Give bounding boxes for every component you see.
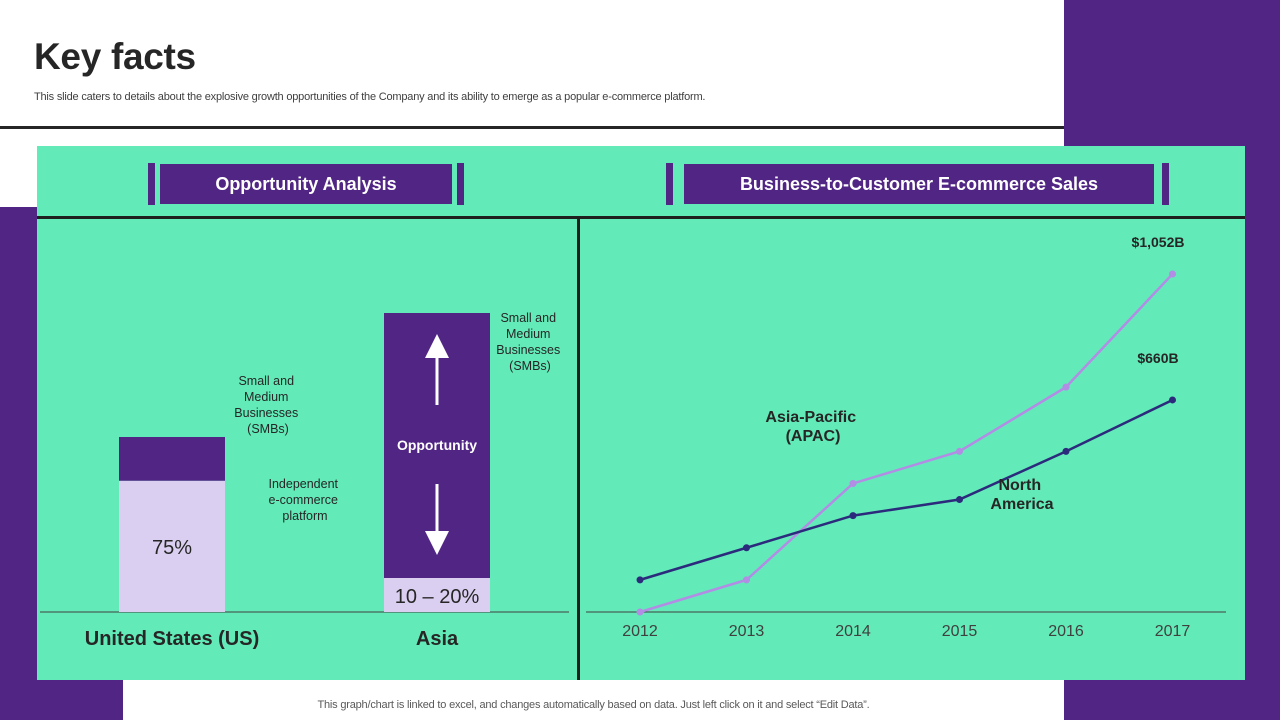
footer-note: This graph/chart is linked to excel, and… <box>317 699 870 711</box>
north-america-point-2017 <box>1169 396 1176 404</box>
x-tick-label-2012: 2012 <box>622 623 658 640</box>
apac-point-2016 <box>1062 383 1070 391</box>
north-america-point-2016 <box>1062 447 1070 455</box>
us-value-label: 75% <box>152 537 192 559</box>
north-america-point-2012 <box>636 576 644 584</box>
us-independent-note: Independent e-commerce platform <box>269 477 342 523</box>
north-america-series-label: North America <box>990 477 1053 513</box>
header-divider <box>37 216 1245 219</box>
apac-point-2015 <box>956 447 963 455</box>
us-smb-bar <box>119 437 225 481</box>
x-tick-label-2014: 2014 <box>835 623 871 640</box>
right-header-bar-right <box>1162 163 1169 205</box>
apac-point-2012 <box>636 608 644 616</box>
page-title: Key facts <box>34 36 196 77</box>
apac-point-2014 <box>849 479 857 487</box>
b2c-sales-header: Business-to-Customer E-commerce Sales <box>684 164 1154 204</box>
us-category-label: United States (US) <box>85 628 259 650</box>
apac-series-line <box>639 273 1174 614</box>
x-tick-label-2015: 2015 <box>942 623 978 640</box>
opportunity-analysis-header: Opportunity Analysis <box>160 164 452 204</box>
apac-series-label: Asia-Pacific (APAC) <box>765 409 860 445</box>
content-panel <box>37 146 1245 680</box>
north-america-point-2013 <box>743 544 750 552</box>
north-america-point-2015 <box>956 496 963 504</box>
x-tick-label-2013: 2013 <box>729 623 765 640</box>
north-america-end-label: $660B <box>1137 350 1178 366</box>
left-header-bar-right <box>457 163 464 205</box>
north-america-point-2014 <box>849 512 857 520</box>
page-subtitle: This slide caters to details about the e… <box>34 91 706 103</box>
title-divider <box>0 126 1064 129</box>
panel-divider <box>577 219 580 680</box>
apac-point-2017 <box>1169 270 1176 278</box>
x-tick-label-2016: 2016 <box>1048 623 1084 640</box>
us-smb-note: Small and Medium Businesses (SMBs) <box>234 374 301 436</box>
us-independent-bar <box>119 480 225 612</box>
apac-end-label: $1,052B <box>1132 234 1185 250</box>
right-header-bar-left <box>666 163 673 205</box>
asia-smb-note: Small and Medium Businesses (SMBs) <box>496 311 563 373</box>
asia-category-label: Asia <box>416 628 459 650</box>
asia-value-label: 10 – 20% <box>395 586 480 608</box>
apac-point-2013 <box>743 576 750 584</box>
x-tick-label-2017: 2017 <box>1155 623 1191 640</box>
asia-opportunity-label: Opportunity <box>397 437 477 453</box>
left-header-bar-left <box>148 163 155 205</box>
asia-smb-bar <box>384 578 490 612</box>
north-america-series-line <box>639 398 1174 582</box>
